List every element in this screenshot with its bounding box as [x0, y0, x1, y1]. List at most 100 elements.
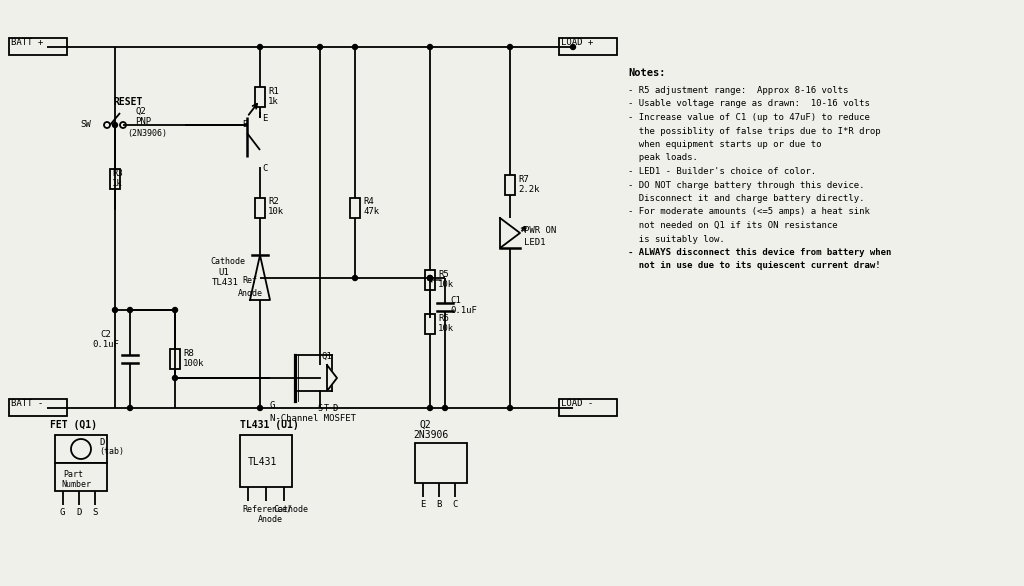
Text: Q2: Q2: [135, 107, 145, 116]
Text: C: C: [262, 164, 267, 173]
Circle shape: [317, 45, 323, 49]
Text: R5: R5: [438, 270, 449, 279]
Text: R3: R3: [113, 169, 123, 178]
Text: Ref: Ref: [242, 276, 257, 285]
Text: 0.1uF: 0.1uF: [450, 306, 477, 315]
Text: - Increase value of C1 (up to 47uF) to reduce: - Increase value of C1 (up to 47uF) to r…: [628, 113, 869, 122]
Circle shape: [508, 406, 512, 411]
Text: Part: Part: [63, 470, 83, 479]
Text: not needed on Q1 if its ON resistance: not needed on Q1 if its ON resistance: [628, 221, 838, 230]
Text: - ALWAYS disconnect this device from battery when: - ALWAYS disconnect this device from bat…: [628, 248, 891, 257]
Text: R6: R6: [438, 314, 449, 323]
Bar: [505, 175, 515, 195]
Text: - For moderate amounts (<=5 amps) a heat sink: - For moderate amounts (<=5 amps) a heat…: [628, 207, 869, 216]
Circle shape: [508, 45, 512, 49]
Text: 47k: 47k: [362, 207, 379, 216]
Bar: [415, 443, 467, 483]
Text: peak loads.: peak loads.: [628, 154, 698, 162]
Text: G: G: [60, 508, 66, 517]
Circle shape: [128, 308, 132, 312]
Bar: [9, 38, 67, 55]
Bar: [9, 399, 67, 416]
Text: C2: C2: [100, 330, 111, 339]
Text: - R5 adjustment range:  Approx 8-16 volts: - R5 adjustment range: Approx 8-16 volts: [628, 86, 848, 95]
Polygon shape: [327, 365, 337, 391]
Text: Cathode: Cathode: [273, 505, 308, 514]
Circle shape: [257, 45, 262, 49]
Text: not in use due to its quiescent current draw!: not in use due to its quiescent current …: [628, 261, 881, 271]
Text: Number: Number: [61, 480, 91, 489]
Text: - Usable voltage range as drawn:  10-16 volts: - Usable voltage range as drawn: 10-16 v…: [628, 100, 869, 108]
Text: T: T: [324, 404, 329, 413]
Text: R8: R8: [183, 349, 194, 358]
Text: PWR ON: PWR ON: [524, 226, 556, 235]
Circle shape: [427, 275, 432, 281]
Text: Reference/: Reference/: [242, 505, 292, 514]
Text: 10k: 10k: [268, 207, 284, 216]
Circle shape: [113, 122, 118, 128]
Text: E: E: [262, 114, 267, 123]
Text: N-Channel MOSFET: N-Channel MOSFET: [270, 414, 356, 423]
Circle shape: [172, 376, 177, 380]
Text: B: B: [436, 500, 441, 509]
Text: 2N3906: 2N3906: [413, 430, 449, 440]
Text: 1k: 1k: [268, 97, 279, 105]
Text: 100k: 100k: [183, 359, 205, 368]
Bar: [255, 87, 265, 107]
Text: R7: R7: [518, 175, 528, 184]
Text: (tab): (tab): [99, 447, 124, 456]
Polygon shape: [250, 255, 270, 300]
Text: D: D: [76, 508, 81, 517]
Circle shape: [172, 308, 177, 312]
Text: D: D: [99, 438, 104, 447]
Circle shape: [570, 45, 575, 49]
Circle shape: [352, 275, 357, 281]
Text: Cathode: Cathode: [210, 257, 245, 266]
Circle shape: [113, 308, 118, 312]
Text: S: S: [317, 404, 322, 413]
Bar: [55, 435, 106, 463]
Bar: [425, 314, 435, 334]
Text: RESET: RESET: [113, 97, 142, 107]
Text: LOAD +: LOAD +: [561, 38, 593, 47]
Text: B: B: [243, 120, 248, 129]
Text: C1: C1: [450, 296, 461, 305]
Text: S: S: [92, 508, 97, 517]
Text: - DO NOT charge battery through this device.: - DO NOT charge battery through this dev…: [628, 180, 864, 189]
Circle shape: [352, 45, 357, 49]
Text: TL431: TL431: [212, 278, 239, 287]
Bar: [170, 349, 180, 369]
Text: - LED1 - Builder's choice of color.: - LED1 - Builder's choice of color.: [628, 167, 816, 176]
Circle shape: [442, 406, 447, 411]
Bar: [559, 38, 617, 55]
Text: R4: R4: [362, 197, 374, 206]
Text: R2: R2: [268, 197, 279, 206]
Text: Anode: Anode: [238, 289, 263, 298]
Polygon shape: [500, 218, 520, 248]
Text: D: D: [332, 404, 337, 413]
Text: TL431: TL431: [248, 457, 278, 467]
Text: PNP: PNP: [135, 117, 152, 126]
Circle shape: [427, 275, 432, 281]
Text: U1: U1: [218, 268, 228, 277]
Text: E: E: [420, 500, 425, 509]
Text: the possiblity of false trips due to I*R drop: the possiblity of false trips due to I*R…: [628, 127, 881, 135]
Text: Disconnect it and charge battery directly.: Disconnect it and charge battery directl…: [628, 194, 864, 203]
Text: BATT -: BATT -: [11, 399, 43, 408]
Text: Q2: Q2: [420, 420, 432, 430]
Text: SW: SW: [80, 120, 91, 129]
Circle shape: [257, 406, 262, 411]
Bar: [255, 197, 265, 217]
Bar: [55, 463, 106, 491]
Text: when equipment starts up or due to: when equipment starts up or due to: [628, 140, 821, 149]
Text: Notes:: Notes:: [628, 68, 666, 78]
Text: 1k: 1k: [113, 179, 123, 188]
Text: C: C: [452, 500, 458, 509]
Circle shape: [427, 406, 432, 411]
Text: 0.1uF: 0.1uF: [92, 340, 119, 349]
Text: 10k: 10k: [438, 324, 454, 333]
Text: LOAD -: LOAD -: [561, 399, 593, 408]
Text: R1: R1: [268, 87, 279, 96]
Text: LED1: LED1: [524, 238, 546, 247]
Circle shape: [128, 406, 132, 411]
